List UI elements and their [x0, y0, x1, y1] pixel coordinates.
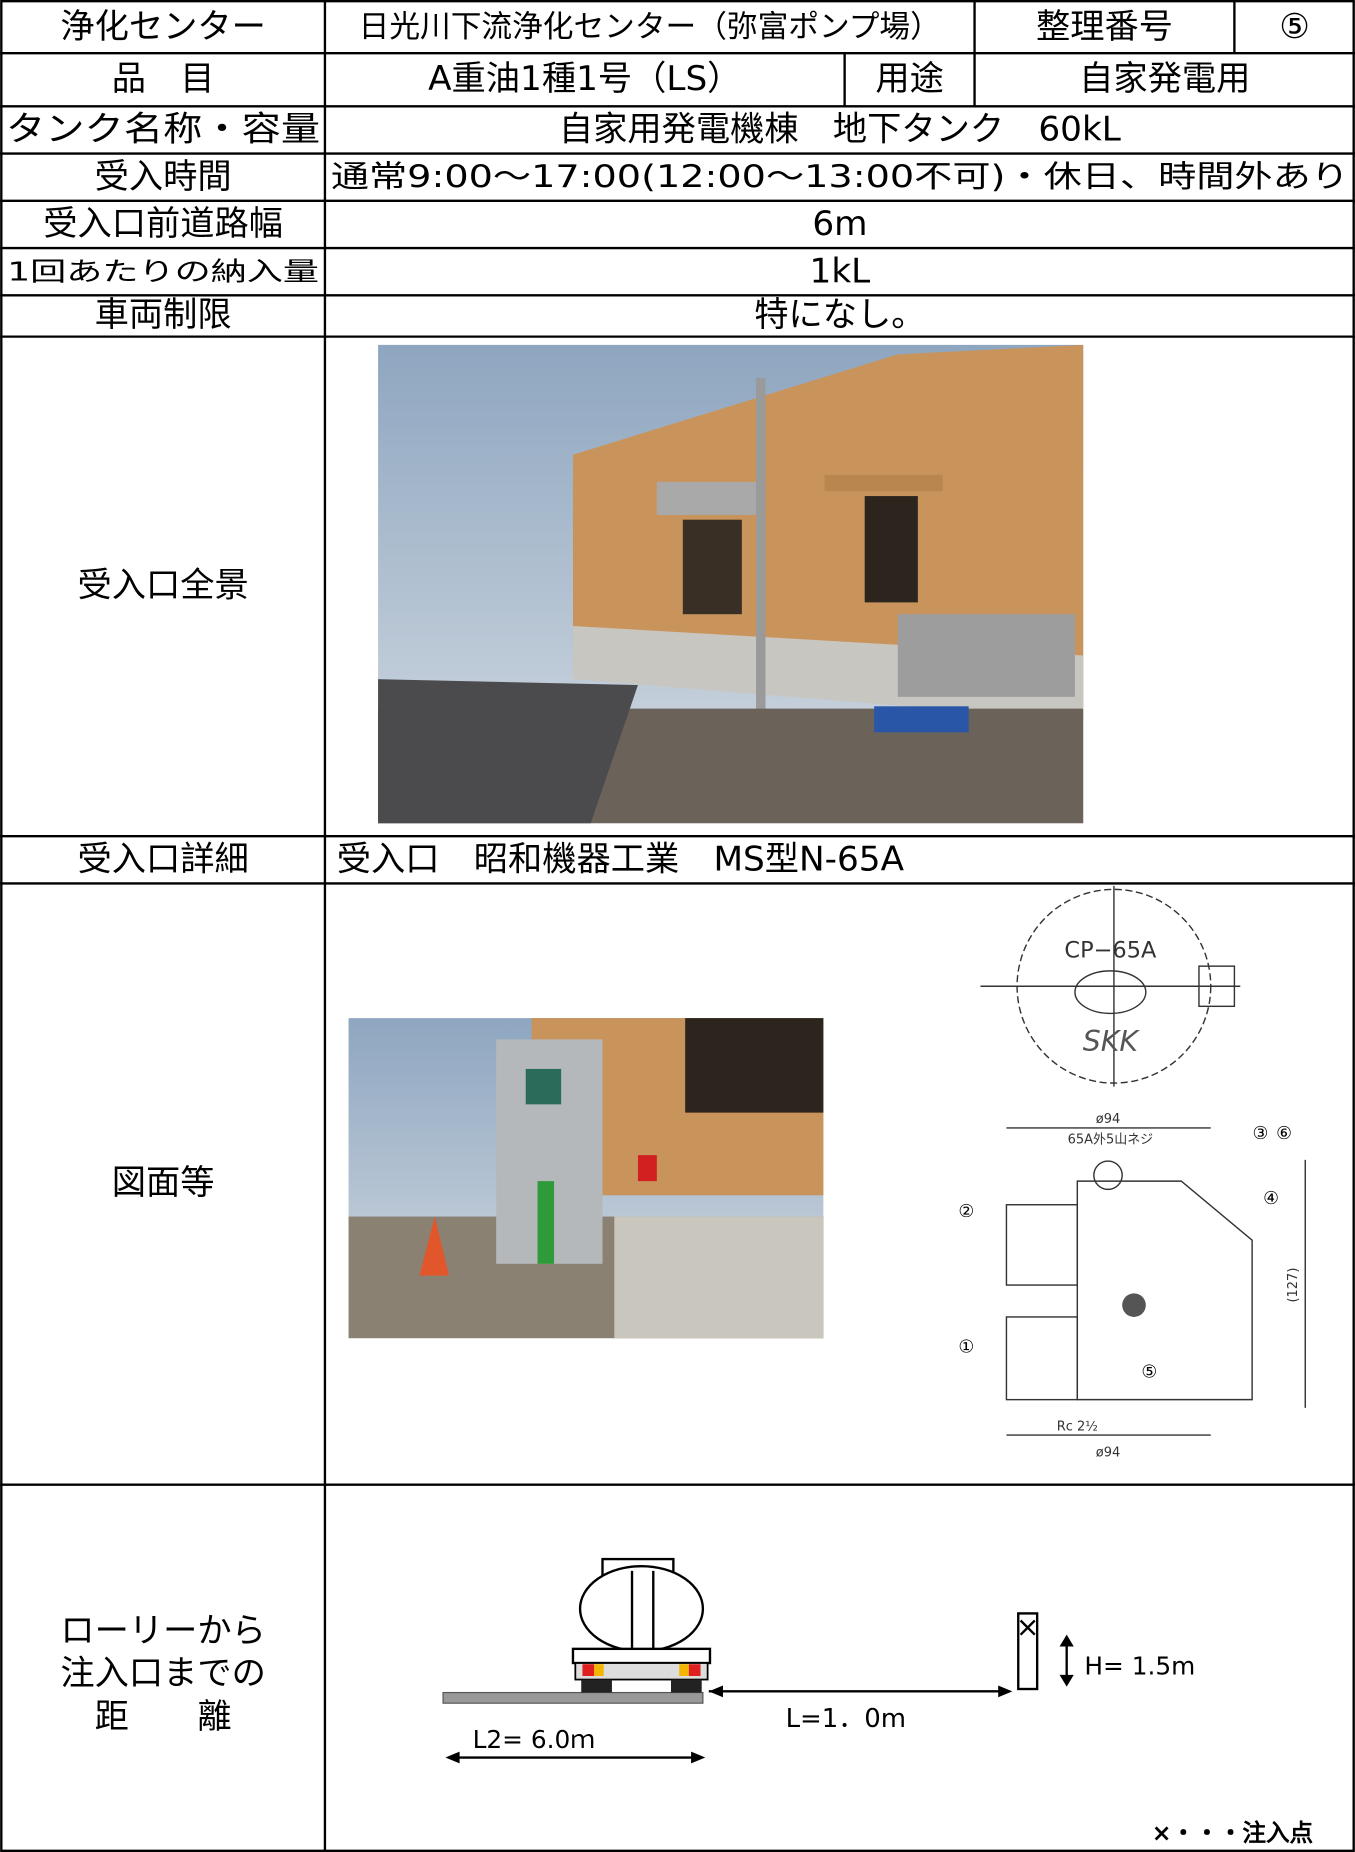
- part-number: ④: [1263, 1189, 1279, 1209]
- value: 特になし。: [754, 295, 925, 335]
- cad-label: CP−65A: [1064, 937, 1157, 963]
- height-label: H= 1.5m: [1084, 1652, 1195, 1681]
- label: 距 離: [95, 1697, 232, 1737]
- label: ローリーから: [60, 1611, 266, 1651]
- cad-label: 65A外5山ネジ: [1068, 1132, 1154, 1147]
- label: 受入口詳細: [77, 840, 248, 880]
- cad-label: ø94: [1096, 1112, 1120, 1127]
- value: 日光川下流浄化センター（弥富ポンプ場）: [359, 10, 941, 45]
- value: 1kL: [810, 251, 871, 291]
- cad-drawing: CP−65A SKK ø94 65A外5山ネジ (127) Rc 2½ ø94 …: [958, 885, 1306, 1460]
- distance-label: L2= 6.0ｍ: [473, 1725, 595, 1754]
- cad-label: Rc 2½: [1057, 1419, 1098, 1434]
- value: 自家用発電機棟 地下タンク 60kL: [559, 110, 1121, 150]
- label: 品 目: [112, 59, 215, 99]
- value: 自家発電用: [1079, 59, 1250, 99]
- part-number: ⑥: [1276, 1124, 1292, 1144]
- label: 車両制限: [95, 295, 232, 335]
- part-number: ①: [958, 1338, 974, 1358]
- label: 図面等: [112, 1163, 215, 1203]
- photo-overview: [378, 344, 1084, 824]
- part-number: ③: [1252, 1124, 1268, 1144]
- value: 6m: [812, 204, 867, 244]
- label: 1回あたりの納入量: [7, 257, 319, 287]
- label: 注入口までの: [60, 1653, 266, 1693]
- value: A重油1種1号（LS）: [428, 59, 741, 99]
- label: 用途: [875, 59, 944, 99]
- value: 受入口 昭和機器工業 MS型N-65A: [337, 840, 905, 880]
- legend: ×・・・注入点: [1152, 1819, 1313, 1847]
- cad-label: SKK: [1083, 1025, 1141, 1058]
- label: 浄化センター: [60, 7, 266, 47]
- label: 受入時間: [95, 157, 232, 197]
- value: 通常9:00～17:00(12:00～13:00不可)・休日、時間外あり: [331, 160, 1349, 195]
- label: 受入口全景: [77, 566, 248, 606]
- part-number: ②: [958, 1202, 974, 1222]
- label: 整理番号: [1036, 7, 1173, 47]
- cad-label: ø94: [1096, 1445, 1120, 1460]
- label: タンク名称・容量: [6, 110, 320, 150]
- truck-diagram: [442, 1557, 1074, 1764]
- distance-label: L=1．0m: [786, 1704, 907, 1734]
- part-number: ⑤: [1141, 1362, 1157, 1382]
- label: 受入口前道路幅: [43, 204, 283, 244]
- value: ⑤: [1279, 7, 1310, 47]
- photo-inlet: [348, 1018, 824, 1339]
- cad-label: (127): [1286, 1268, 1301, 1303]
